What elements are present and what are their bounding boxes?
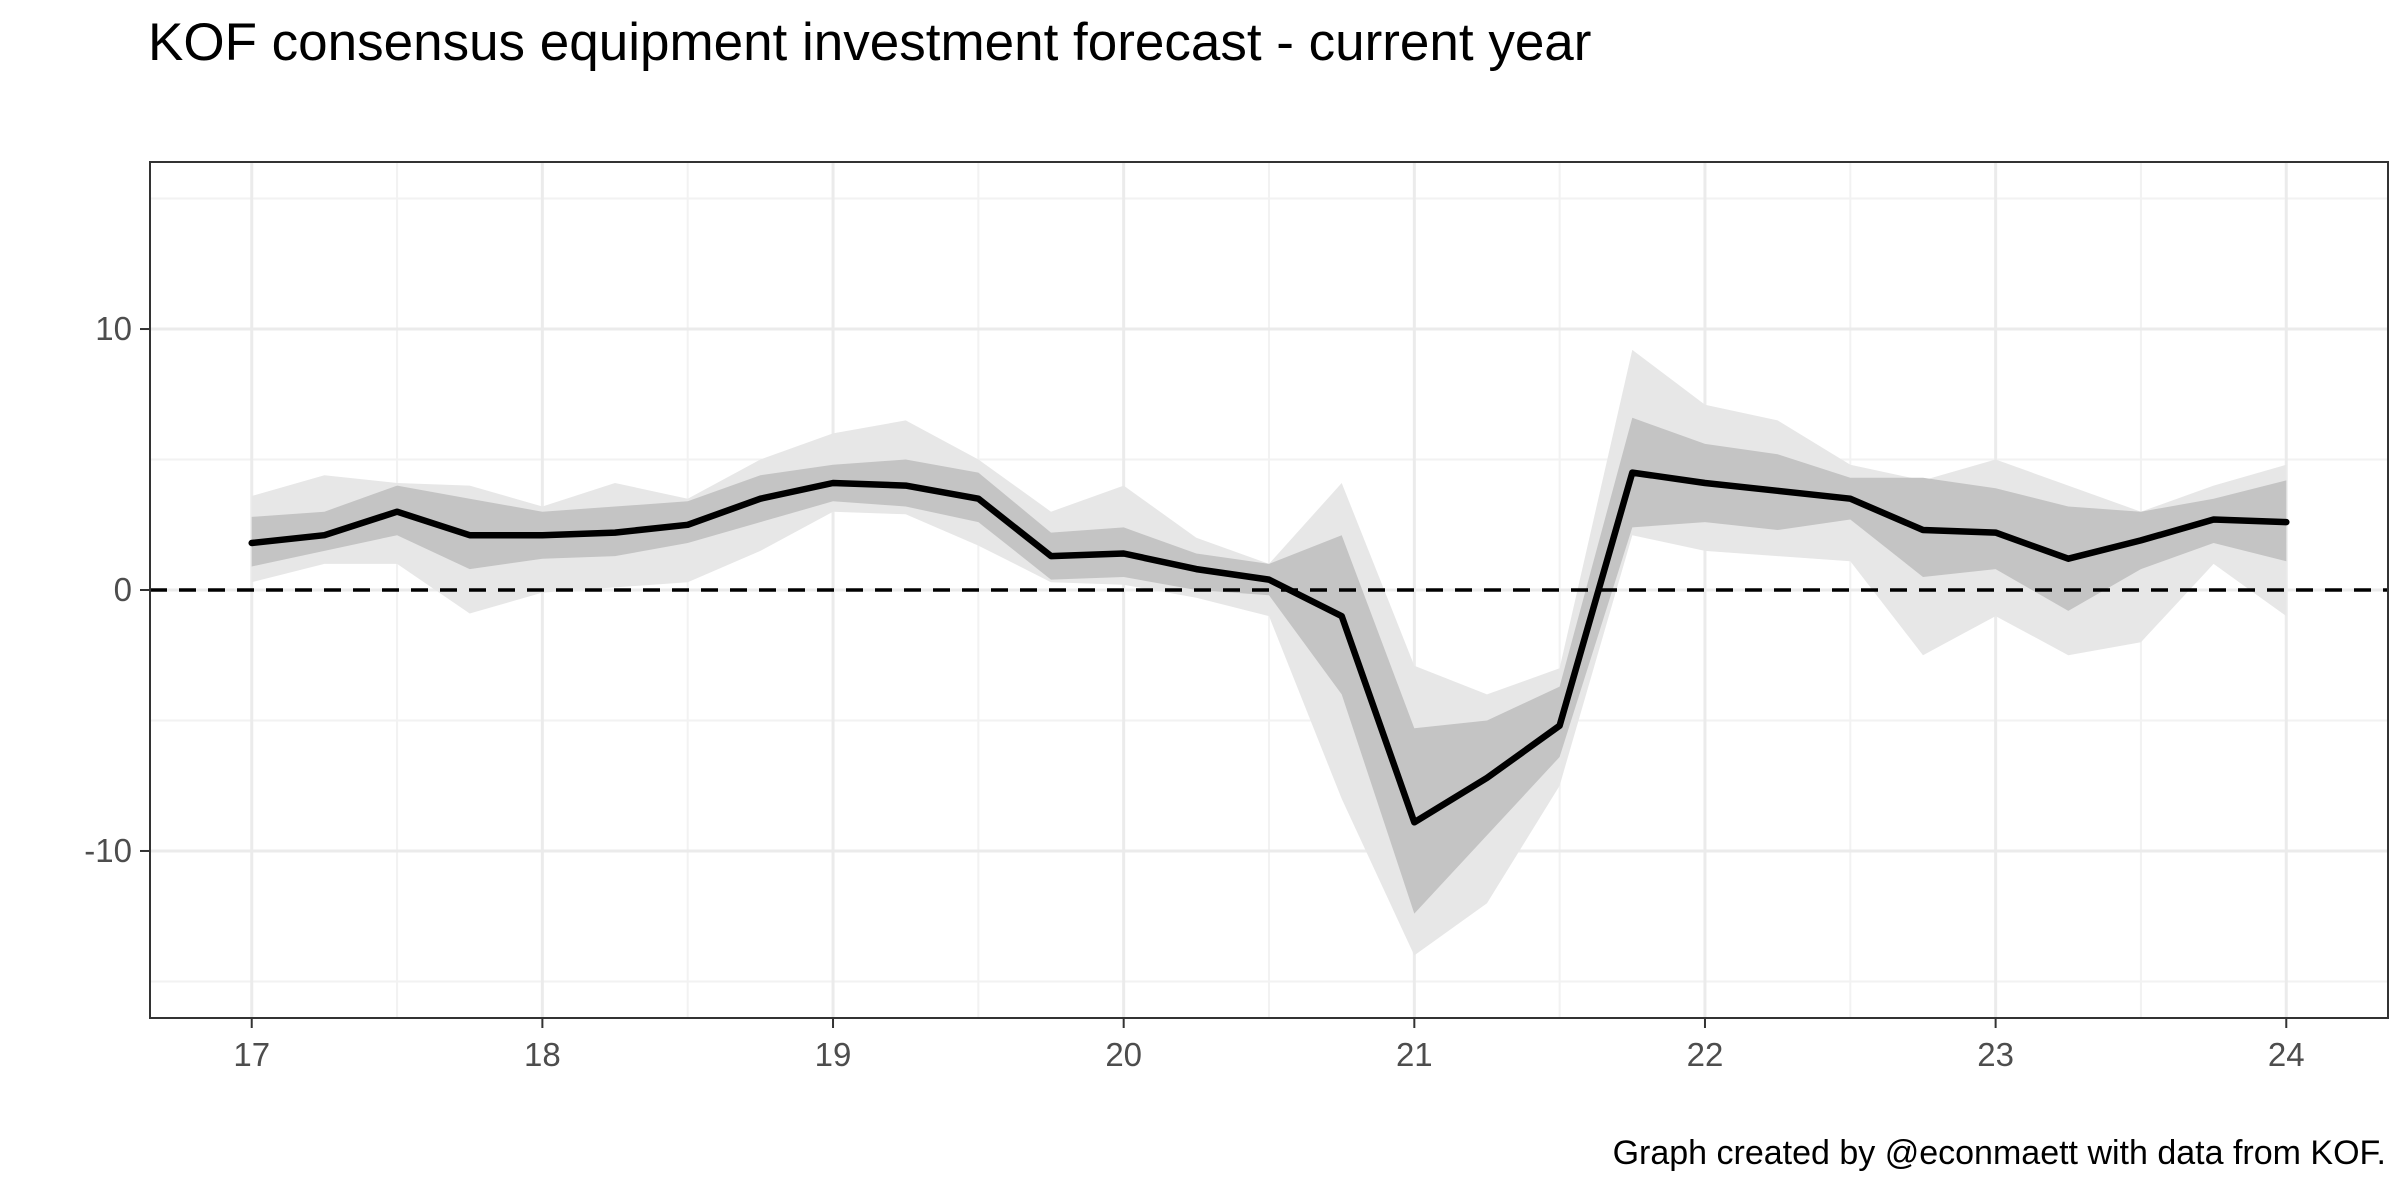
y-axis: 10 0 -10 — [84, 310, 150, 869]
x-tick-label: 24 — [2268, 1036, 2305, 1073]
x-axis: 17 18 19 20 21 22 23 24 — [233, 1018, 2305, 1073]
y-tick-label: 10 — [95, 310, 132, 347]
x-tick-label: 21 — [1396, 1036, 1433, 1073]
median-line — [248, 469, 2290, 826]
x-tick-label: 19 — [815, 1036, 852, 1073]
y-tick-label: -10 — [84, 832, 132, 869]
y-tick-label: 0 — [114, 571, 132, 608]
x-tick-label: 20 — [1105, 1036, 1142, 1073]
x-tick-label: 17 — [233, 1036, 270, 1073]
x-tick-label: 23 — [1977, 1036, 2014, 1073]
x-tick-label: 22 — [1687, 1036, 1724, 1073]
chart-caption: Graph created by @econmaett with data fr… — [1612, 1134, 2386, 1172]
chart-title: KOF consensus equipment investment forec… — [148, 13, 1592, 72]
x-tick-label: 18 — [524, 1036, 561, 1073]
